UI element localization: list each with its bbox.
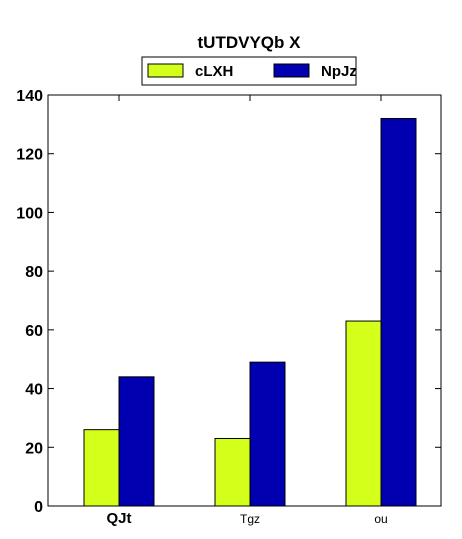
- xtick-label: Tgz: [240, 512, 260, 526]
- ytick-label: 0: [34, 499, 43, 516]
- ytick-label: 100: [16, 205, 43, 222]
- legend: cLXH NpJz: [141, 56, 357, 86]
- ytick-label: 40: [25, 382, 43, 399]
- bar-NpJz-ou: [380, 117, 417, 507]
- plot-frame: [47, 94, 442, 507]
- legend-swatch-cLXH: [147, 63, 184, 78]
- bar-NpJz-Tgz: [249, 361, 286, 507]
- ytick-label: 60: [25, 323, 43, 340]
- legend-label-cLXH: cLXH: [195, 63, 233, 80]
- bar-cLXH-Tgz: [214, 437, 251, 507]
- ytick-label: 20: [25, 440, 43, 457]
- xtick-label: ou: [374, 512, 387, 526]
- bar-cLXH-ou: [345, 320, 382, 507]
- xtick-label: QJt: [106, 510, 131, 527]
- chart-title: tUTDVYQb X: [198, 33, 302, 52]
- ytick-label: 140: [16, 88, 43, 105]
- bar-NpJz-QJt: [118, 376, 155, 507]
- ytick-label: 120: [16, 147, 43, 164]
- bar-cLXH-QJt: [83, 429, 120, 507]
- legend-swatch-NpJz: [273, 63, 310, 78]
- ytick-label: 80: [25, 264, 43, 281]
- plot-area: 0 20 40 60 80 100 120 140 QJt Tgz ou: [16, 88, 442, 527]
- legend-label-NpJz: NpJz: [321, 63, 357, 80]
